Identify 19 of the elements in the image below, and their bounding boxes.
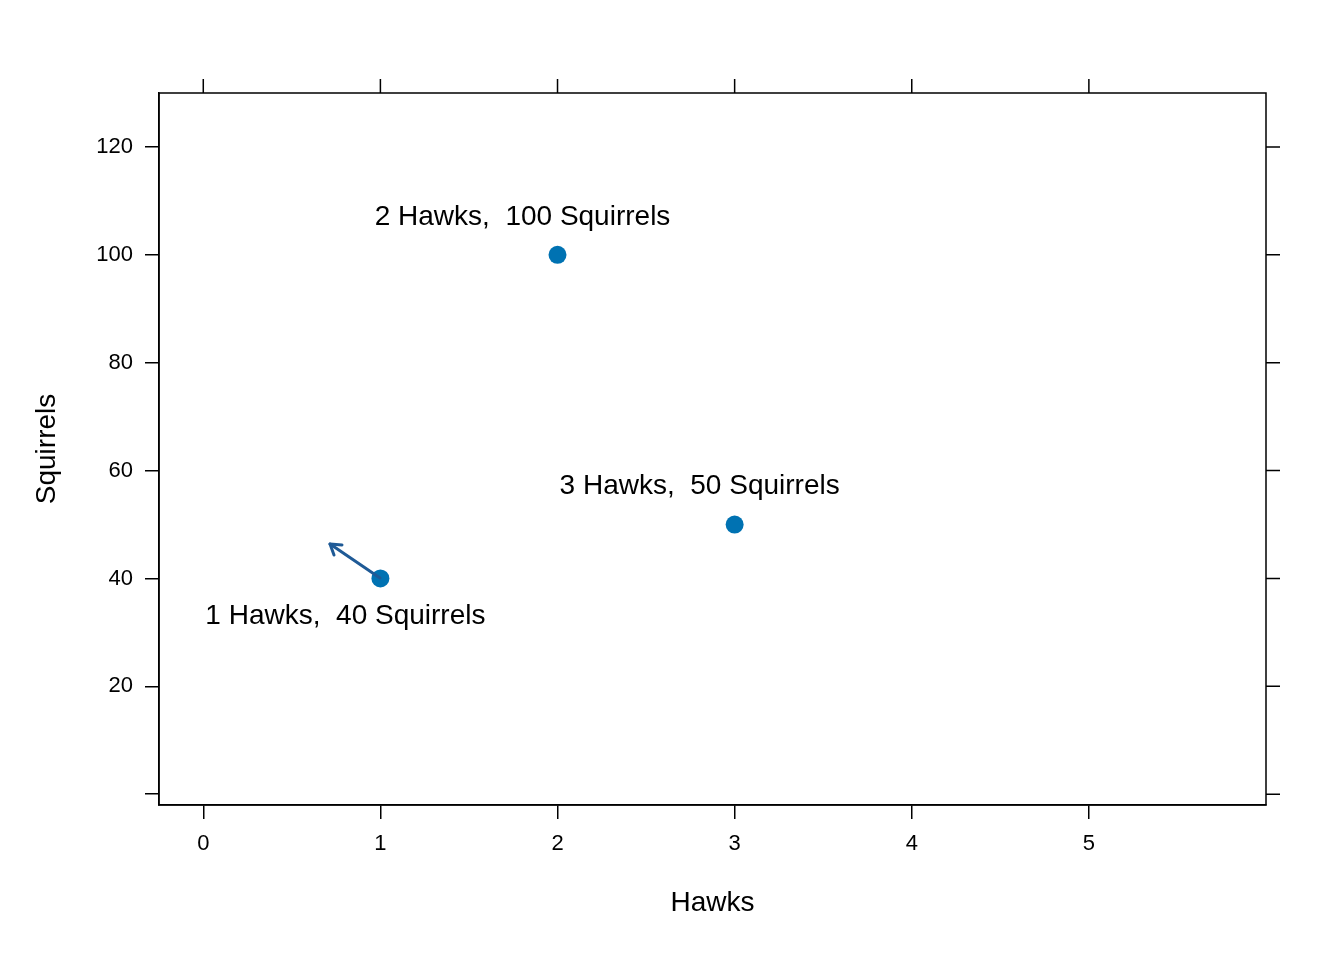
y-tick-label: 120	[96, 133, 133, 158]
y-tick-label: 60	[108, 456, 133, 482]
y-tick-label: 100	[96, 240, 133, 266]
x-tick-label: 1	[374, 830, 387, 856]
y-axis-title: Squirrels	[29, 393, 61, 505]
x-tick-label: 4	[905, 830, 918, 856]
x-axis-title: Hawks	[670, 885, 755, 917]
x-tick-label: 0	[197, 830, 210, 856]
point	[548, 245, 567, 264]
annotation: 3 Hawks, 50 Squirrels	[559, 469, 840, 501]
point	[725, 515, 744, 534]
y-tick-label: 20	[108, 672, 133, 698]
x-tick-label: 3	[728, 830, 741, 856]
x-tick-label: 5	[1082, 830, 1096, 856]
y-tick-label: 40	[108, 564, 133, 590]
y-tick-label: 80	[108, 348, 133, 374]
annotation: 1 Hawks, 40 Squirrels	[205, 599, 486, 631]
annotation: 2 Hawks, 100 Squirrels	[374, 199, 671, 231]
x-tick-label: 2	[551, 830, 564, 856]
